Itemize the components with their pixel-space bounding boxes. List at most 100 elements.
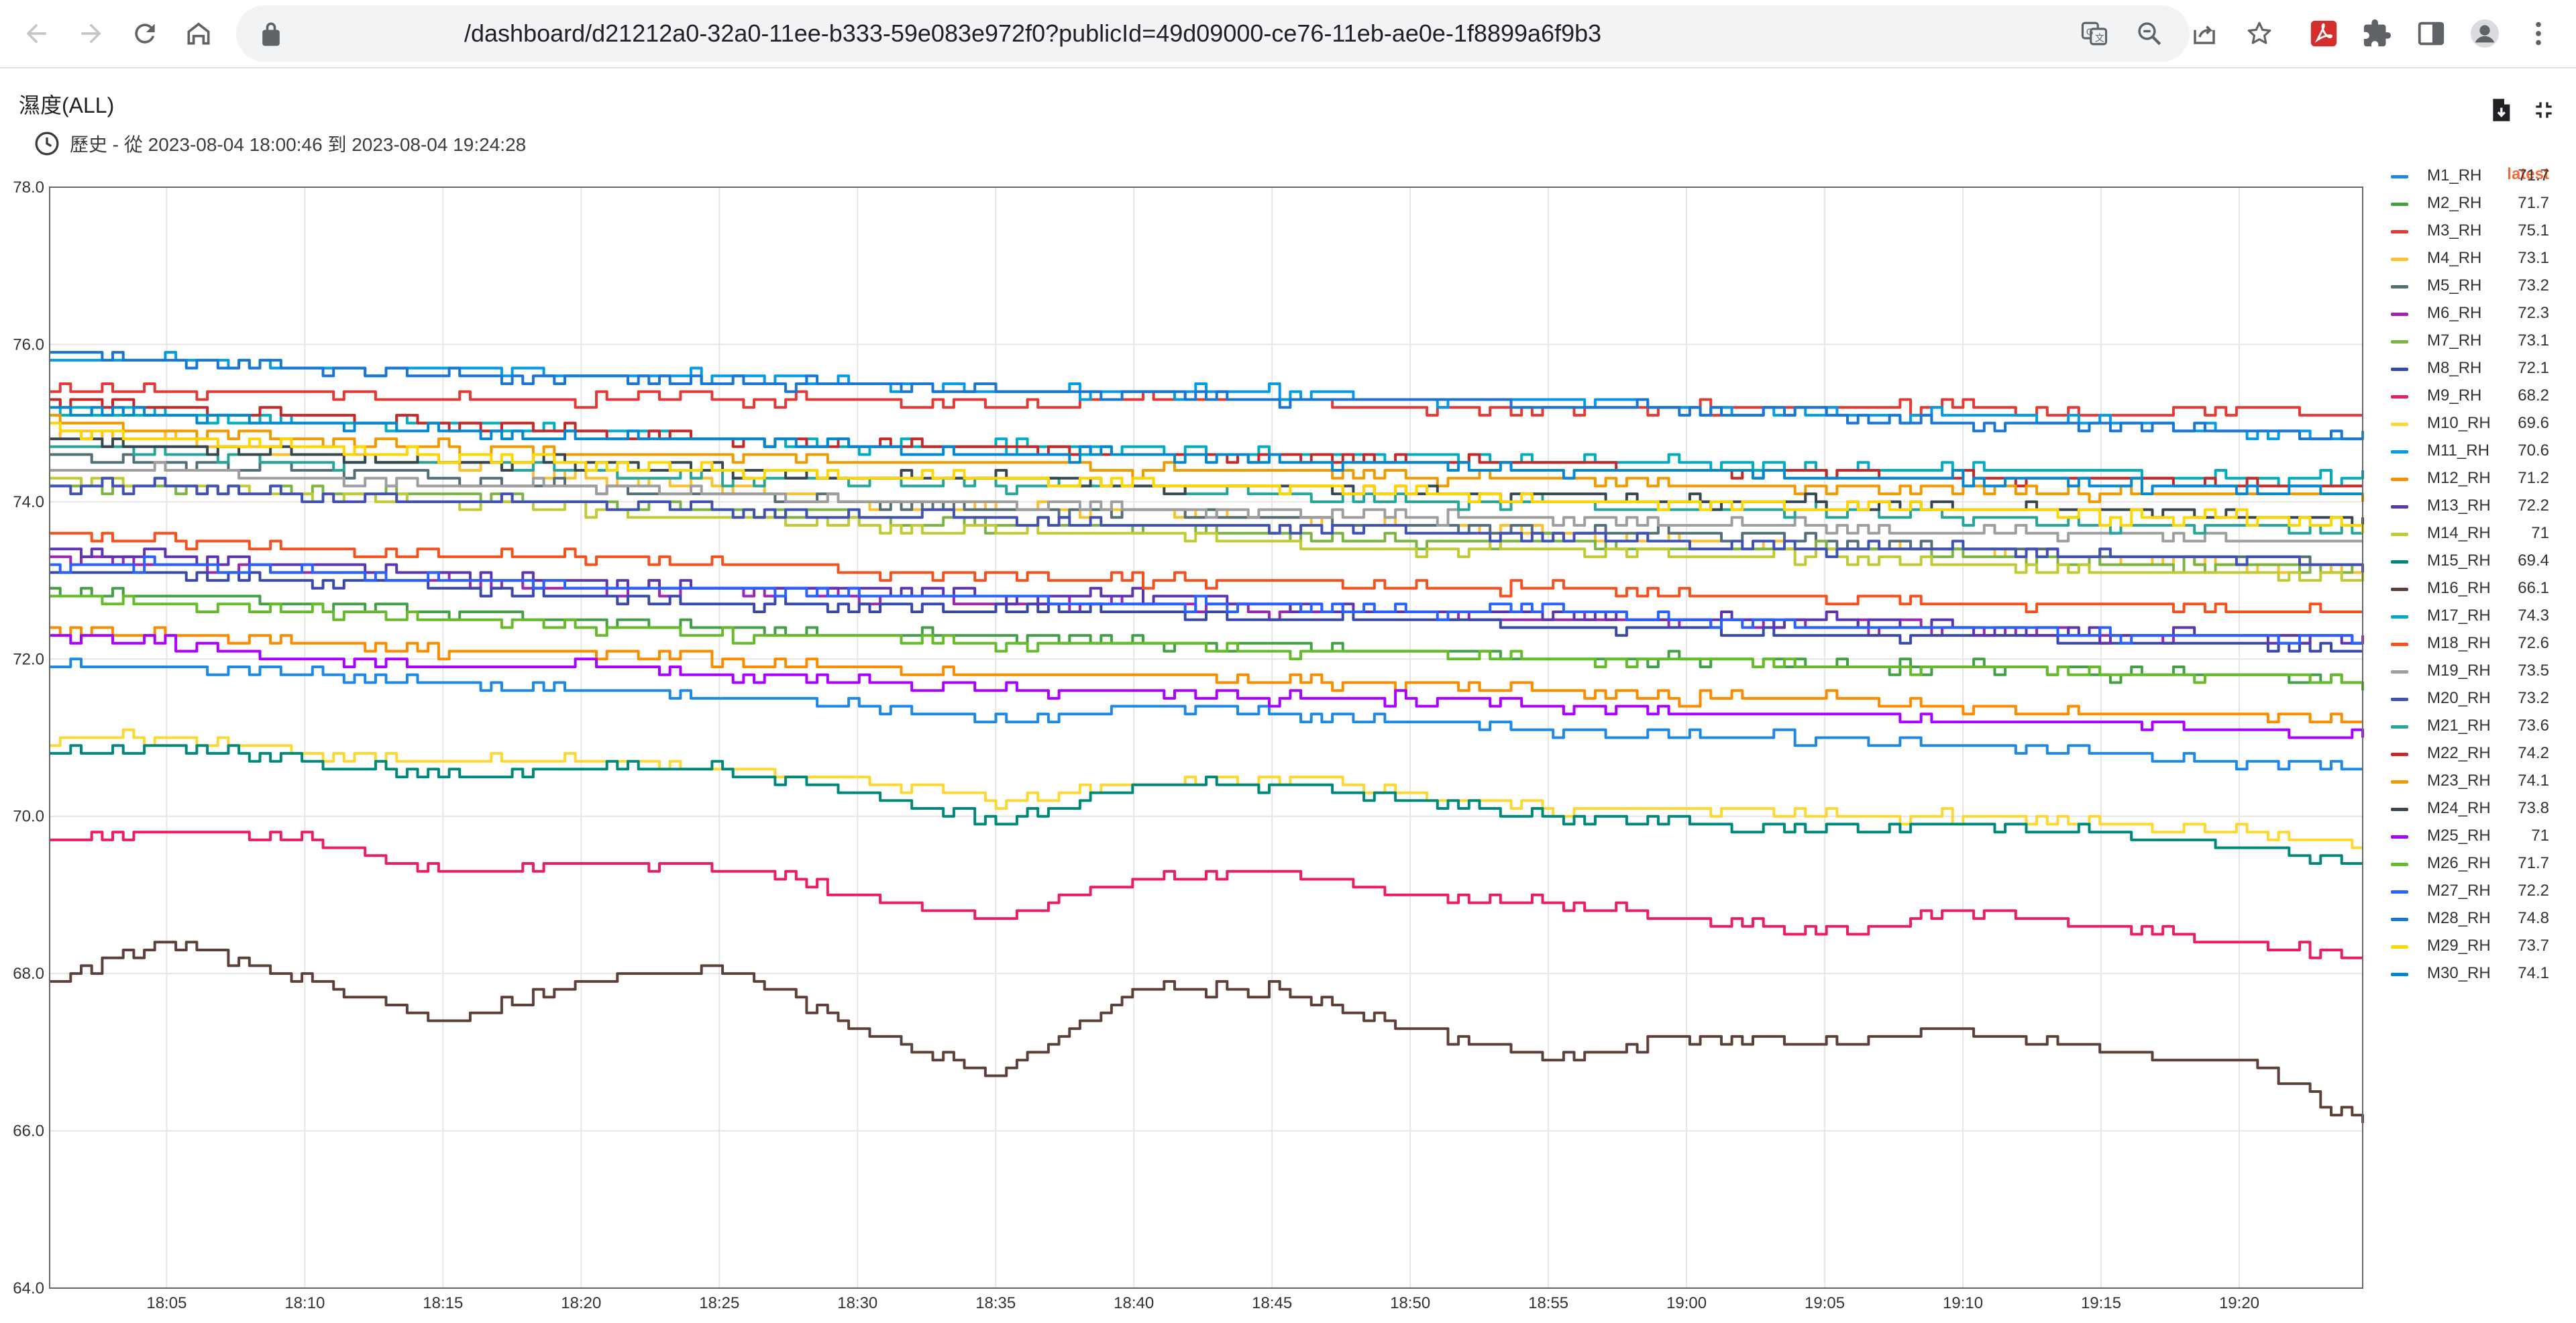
back-icon[interactable]: [17, 15, 55, 52]
series-line-m16-rh[interactable]: [50, 941, 2364, 1123]
series-line-m11-rh[interactable]: [50, 351, 2364, 441]
series-line-m15-rh[interactable]: [50, 744, 2363, 865]
legend-series-name: M2_RH: [2427, 194, 2482, 212]
x-axis-ticks: 18:05 18:10 18:15 18:20 18:25 18:30 18:35 18:40…: [146, 1294, 2259, 1312]
legend-item[interactable]: M28_RH 74.8: [2388, 904, 2556, 931]
legend-item[interactable]: M9_RH 68.2: [2388, 381, 2556, 409]
profile-avatar-icon[interactable]: [2466, 15, 2504, 52]
legend-swatch: [2391, 368, 2408, 371]
series-line-m27-rh[interactable]: [50, 555, 2363, 645]
legend-item[interactable]: M25_RH 71: [2388, 821, 2556, 849]
legend-swatch: [2391, 863, 2408, 866]
legend-item[interactable]: M8_RH 72.1: [2388, 354, 2556, 381]
legend-latest-value: 73.6: [2518, 717, 2549, 735]
legend-series-name: M13_RH: [2427, 496, 2491, 515]
legend-item[interactable]: M3_RH 75.1: [2388, 216, 2556, 244]
legend-swatch: [2391, 698, 2408, 701]
legend-series-name: M26_RH: [2427, 854, 2491, 872]
legend-swatch: [2391, 973, 2408, 976]
y-tick-label: 78.0: [13, 178, 44, 197]
legend-item[interactable]: M14_RH 71: [2388, 519, 2556, 546]
series-line-m19-rh[interactable]: [50, 461, 2363, 543]
x-tick-label: 18:10: [284, 1294, 325, 1312]
legend-series-name: M8_RH: [2427, 359, 2482, 377]
lock-icon[interactable]: [256, 19, 286, 48]
series-line-m9-rh[interactable]: [50, 831, 2363, 959]
legend-item[interactable]: M13_RH 72.2: [2388, 491, 2556, 519]
legend-series-name: M19_RH: [2427, 662, 2491, 680]
legend-swatch: [2391, 533, 2408, 536]
address-bar[interactable]: /dashboard/d21212a0-32a0-11ee-b333-59e08…: [236, 5, 2271, 62]
legend-item[interactable]: M20_RH 73.2: [2388, 684, 2556, 711]
export-csv-icon[interactable]: [2485, 94, 2517, 126]
legend-item[interactable]: M24_RH 73.8: [2388, 794, 2556, 821]
legend-swatch: [2391, 258, 2408, 261]
exit-fullscreen-icon[interactable]: [2528, 94, 2560, 126]
legend-item[interactable]: M10_RH 69.6: [2388, 409, 2556, 436]
legend-item[interactable]: M15_RH 69.4: [2388, 546, 2556, 574]
legend-item[interactable]: M23_RH 74.1: [2388, 766, 2556, 794]
series-line-m1-rh[interactable]: [50, 657, 2363, 771]
x-tick-label: 19:10: [1943, 1294, 1983, 1312]
y-tick-label: 72.0: [13, 650, 44, 668]
legend-latest-value: 70.6: [2518, 441, 2549, 460]
series-line-m23-rh[interactable]: [50, 413, 2364, 503]
legend-swatch: [2391, 945, 2408, 949]
legend-latest-value: 72.6: [2518, 634, 2549, 652]
legend-swatch: [2391, 670, 2408, 674]
legend-item[interactable]: M12_RH 71.2: [2388, 464, 2556, 491]
legend-item[interactable]: M2_RH 71.7: [2388, 189, 2556, 216]
widget-title: 濕度(ALL): [19, 93, 115, 117]
x-tick-label: 18:55: [1528, 1294, 1568, 1312]
legend-series-name: M25_RH: [2427, 827, 2491, 845]
home-icon[interactable]: [180, 15, 217, 52]
url-text[interactable]: /dashboard/d21212a0-32a0-11ee-b333-59e08…: [464, 19, 1602, 47]
legend-item[interactable]: M30_RH 74.1: [2388, 959, 2556, 986]
legend-item[interactable]: M6_RH 72.3: [2388, 299, 2556, 326]
zoom-icon[interactable]: [2133, 17, 2165, 50]
series-line-m26-rh[interactable]: [50, 594, 2364, 691]
side-panel-icon[interactable]: [2412, 15, 2450, 52]
legend-latest-value: 69.6: [2518, 414, 2549, 432]
legend-item[interactable]: M11_RH 70.6: [2388, 436, 2556, 464]
menu-kebab-icon[interactable]: [2520, 15, 2557, 52]
chart-gridlines: [50, 187, 2363, 1289]
series-line-m29-rh[interactable]: [50, 421, 2364, 533]
series-line-m28-rh[interactable]: [50, 351, 2363, 441]
legend-item[interactable]: M16_RH 66.1: [2388, 574, 2556, 601]
series-line-m25-rh[interactable]: [50, 634, 2364, 739]
series-line-m12-rh[interactable]: [50, 626, 2363, 724]
legend-item[interactable]: M21_RH 73.6: [2388, 711, 2556, 739]
legend-item[interactable]: M5_RH 73.2: [2388, 271, 2556, 299]
x-tick-label: 18:20: [561, 1294, 601, 1312]
series-line-m20-rh[interactable]: [50, 476, 2364, 573]
legend-item[interactable]: M7_RH 73.1: [2388, 326, 2556, 354]
legend-latest-value: 71.7: [2518, 194, 2549, 212]
legend-item[interactable]: M19_RH 73.5: [2388, 656, 2556, 684]
series-line-m18-rh[interactable]: [50, 531, 2363, 613]
bookmark-star-icon[interactable]: [2243, 17, 2275, 50]
legend-latest-value: 73.2: [2518, 276, 2549, 295]
legend-latest-value: 74.1: [2518, 964, 2549, 982]
legend-item[interactable]: M22_RH 74.2: [2388, 739, 2556, 766]
legend-series-name: M22_RH: [2427, 744, 2491, 762]
legend-item[interactable]: M17_RH 74.3: [2388, 601, 2556, 629]
forward-icon[interactable]: [72, 15, 110, 52]
pdf-extension-icon[interactable]: [2305, 15, 2343, 52]
legend-item[interactable]: M26_RH 71.7: [2388, 849, 2556, 876]
svg-text:文: 文: [2095, 32, 2104, 43]
legend-item[interactable]: M4_RH 73.1: [2388, 244, 2556, 271]
legend-item[interactable]: M29_RH 73.7: [2388, 931, 2556, 959]
share-icon[interactable]: [2188, 17, 2220, 50]
legend-latest-value: 72.3: [2518, 304, 2549, 322]
legend-item[interactable]: M18_RH 72.6: [2388, 629, 2556, 656]
extensions-puzzle-icon[interactable]: [2359, 15, 2396, 52]
legend-latest-value: 73.7: [2518, 937, 2549, 955]
series-line-m30-rh[interactable]: [50, 406, 2363, 496]
series-line-m17-rh[interactable]: [50, 398, 2364, 488]
legend-item[interactable]: M1_RH 71.7: [2388, 161, 2556, 189]
legend-item[interactable]: M27_RH 72.2: [2388, 876, 2556, 904]
legend-swatch: [2391, 780, 2408, 784]
